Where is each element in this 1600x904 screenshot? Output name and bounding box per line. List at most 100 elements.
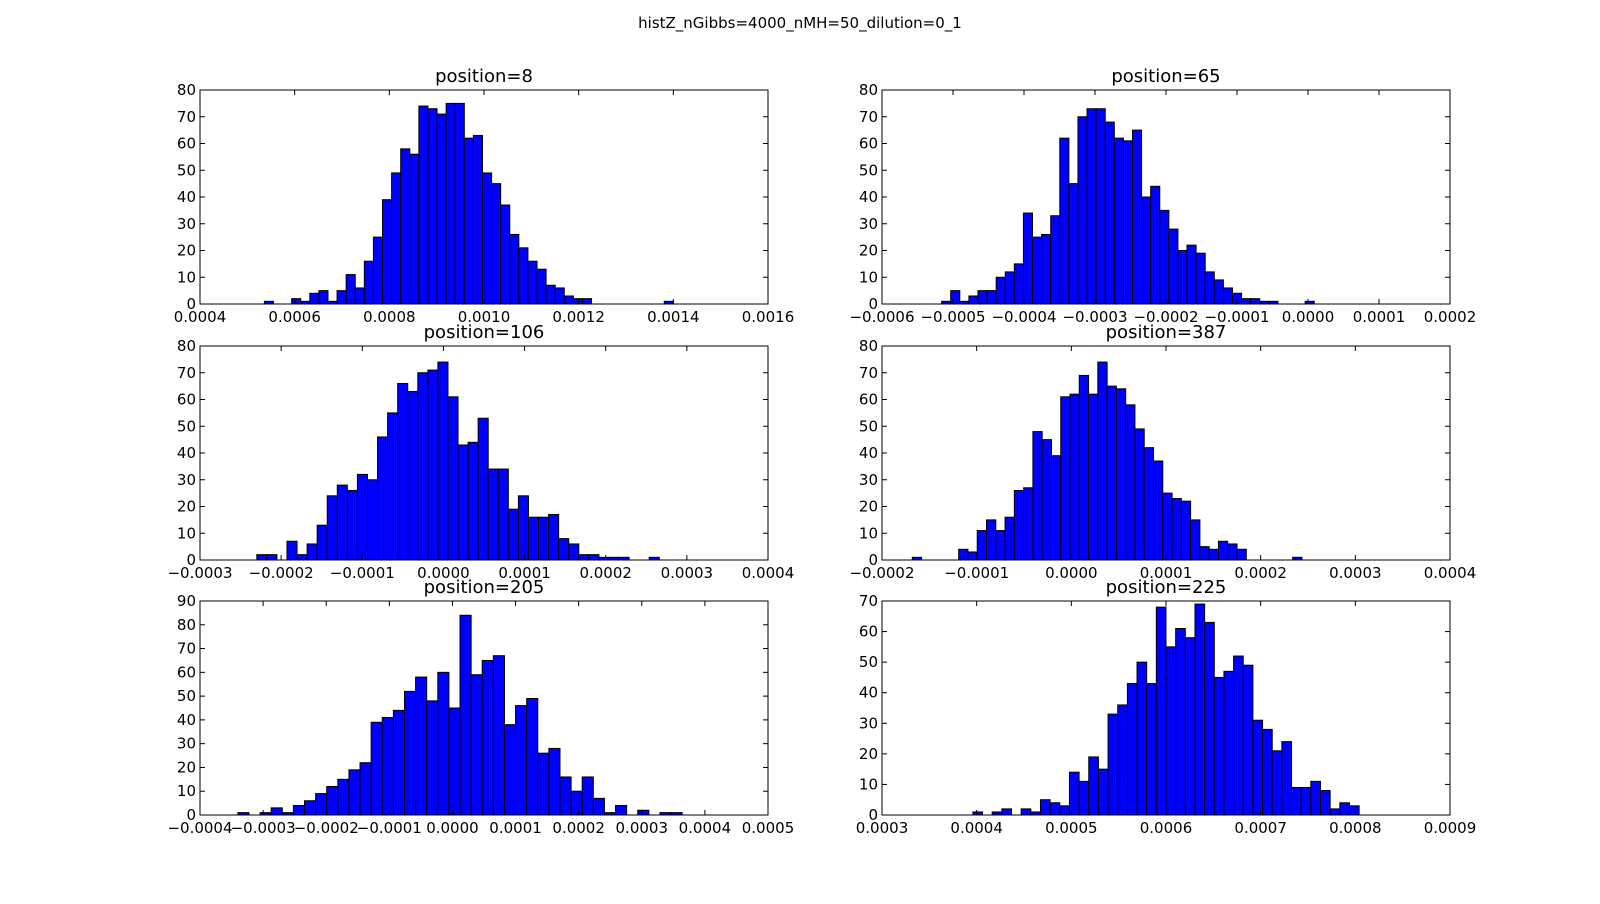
histogram-bar [318,290,329,305]
histogram-bar [392,709,405,816]
y-tick-label: 20 [177,242,196,260]
histogram-bar [517,495,529,561]
x-tick-label: −0.0001 [330,564,395,582]
histogram-bar [1117,704,1128,816]
y-tick-label: 70 [859,364,878,382]
histogram-bar [292,804,306,816]
subplot-title: position=387 [1106,322,1227,343]
histogram-bar [492,655,505,816]
histogram-bar [363,260,374,305]
subplot-title: position=225 [1106,577,1227,598]
x-tick-label: 0.0000 [1282,308,1335,326]
histogram-bar [445,102,456,305]
x-tick-label: −0.0001 [944,564,1009,582]
x-tick-label: 0.0006 [1140,819,1193,837]
x-tick-label: −0.0003 [167,564,232,582]
y-tick-label: 70 [177,364,196,382]
histogram-bar [472,134,483,305]
histogram-bar [1004,271,1015,305]
histogram-bar [1115,388,1127,561]
y-tick-label: 0 [186,806,196,824]
histogram-bar [448,707,461,816]
histogram-bar [266,554,278,561]
x-tick-label: −0.0005 [920,308,985,326]
histogram-bar [291,298,302,305]
y-tick-label: 60 [177,391,196,409]
histogram-bar [407,390,419,561]
subplot-title: position=205 [424,577,545,598]
histogram-bar [377,436,389,561]
y-tick-label: 60 [177,663,196,681]
y-tick-label: 40 [177,711,196,729]
histogram-bar [437,671,450,816]
x-tick-label: 0.0002 [1234,564,1287,582]
y-tick-label: 70 [859,108,878,126]
x-tick-label: 0.0005 [742,819,795,837]
subplot-2: position=65−0.0006 −0.0005 −0.0004 −0.0003−… [849,66,1476,326]
y-tick-label: 30 [177,215,196,233]
histogram-bar [470,674,483,816]
histogram-bar [481,659,494,816]
histogram-bar [527,260,538,305]
histogram-bar [417,372,429,561]
y-tick-label: 80 [177,337,196,355]
histogram-bar [968,295,979,305]
y-tick-label: 50 [177,417,196,435]
x-tick-label: 0.0008 [363,308,416,326]
y-tick-label: 50 [177,161,196,179]
x-tick-label: 0.0004 [950,819,1003,837]
histogram-bar [397,382,409,561]
histogram-bar [1310,780,1321,816]
y-tick-label: 10 [859,524,878,542]
histogram-bar [1204,621,1215,816]
histogram-bar [554,287,565,305]
x-tick-label: 0.0004 [679,819,732,837]
x-tick-label: 0.0003 [856,819,909,837]
histogram-bar [1059,805,1070,816]
histogram-bar [391,172,402,305]
histogram-bar [1150,185,1161,305]
histogram-bar [1104,121,1115,305]
histogram-bar [637,809,650,816]
y-tick-label: 40 [859,684,878,702]
histogram-bar [581,298,593,305]
y-tick-label: 40 [859,188,878,206]
histogram-bar [1049,802,1061,816]
histogram-bar [1095,108,1106,305]
y-tick-label: 50 [859,417,878,435]
histogram-bar [1050,215,1061,305]
histogram-bar [316,524,328,561]
histogram-bar [1126,683,1138,816]
histogram-bar [1134,428,1145,561]
y-tick-label: 10 [859,268,878,286]
x-tick-label: −0.0003 [1062,308,1127,326]
histogram-bar [581,776,594,816]
histogram-bar [1217,540,1229,561]
y-tick-label: 30 [859,215,878,233]
histogram-bar [563,295,574,305]
histogram-bar [1162,492,1173,561]
y-tick-label: 0 [186,295,196,313]
histogram-bar [548,747,561,816]
y-tick-label: 0 [868,295,878,313]
histogram-bar [457,444,469,561]
histogram-bar [526,697,539,816]
x-tick-label: 0.0009 [1424,819,1477,837]
histogram-bar [426,700,439,816]
histogram-bar [463,137,474,305]
y-tick-label: 60 [859,623,878,641]
histogram-bar [570,790,583,816]
histogram-bar [1097,768,1109,816]
histogram-bar [348,769,361,816]
histogram-bar [1136,661,1148,816]
x-tick-label: 0.0006 [268,308,321,326]
histogram-bar [503,724,517,816]
histogram-bar [1213,279,1224,305]
axes-frame [199,600,769,816]
x-tick-label: −0.0001 [357,819,422,837]
x-tick-label: 0.0000 [1045,564,1098,582]
subplot-title: position=106 [424,322,545,343]
x-tick-label: −0.0004 [991,308,1056,326]
histogram-bar [306,543,318,561]
histogram-bar [536,268,547,305]
